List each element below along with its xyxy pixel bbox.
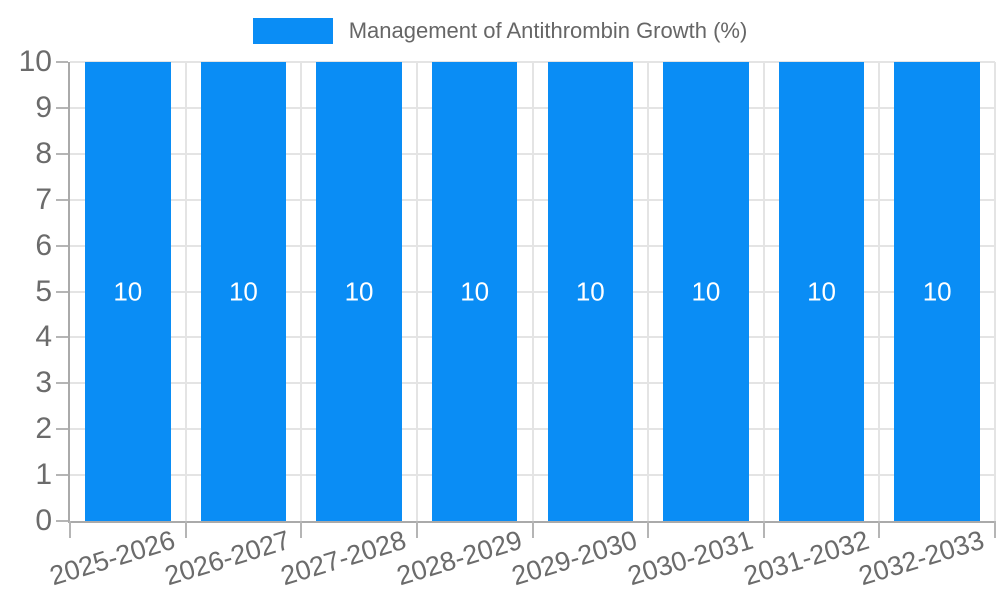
bar-value-label: 10 — [228, 276, 258, 306]
y-tick-label: 6 — [35, 228, 52, 262]
legend-swatch — [252, 18, 333, 44]
x-tick — [878, 521, 881, 538]
x-tick — [647, 521, 650, 538]
v-gridline — [531, 62, 534, 521]
bar-value-label: 10 — [922, 276, 952, 306]
y-tick-label: 0 — [35, 504, 52, 537]
legend-label: Management of Antithrombin Growth (%) — [348, 18, 748, 43]
v-gridline — [300, 62, 303, 521]
chart-legend: Management of Antithrombin Growth (%) — [0, 18, 1000, 44]
bar-value-label: 10 — [691, 276, 721, 306]
y-tick-label: 10 — [18, 45, 52, 78]
bar-value-label: 10 — [575, 276, 605, 306]
x-tick-label: 2029-2030 — [508, 524, 641, 592]
y-tick-label: 2 — [35, 412, 52, 446]
bar: 10 — [894, 62, 980, 521]
v-gridline — [994, 62, 996, 521]
plot-area: 10 10 10 10 10 10 10 10 0 1 2 3 4 5 6 7 8 9 10 2025-2026 202… — [19, 45, 996, 591]
y-tick — [56, 382, 68, 385]
x-tick — [300, 521, 303, 538]
bar-value-label: 10 — [807, 276, 837, 306]
x-tick — [69, 521, 71, 538]
y-tick — [56, 474, 68, 477]
bar-value-label: 10 — [460, 276, 490, 306]
bar-value-label: 10 — [113, 276, 143, 306]
y-tick — [56, 198, 68, 201]
bar: 10 — [778, 62, 865, 521]
bar: 10 — [547, 62, 634, 521]
y-tick — [56, 336, 68, 339]
v-gridline — [878, 62, 881, 521]
x-tick-label: 2026-2027 — [161, 524, 294, 592]
bar: 10 — [316, 62, 402, 521]
y-tick — [56, 428, 68, 431]
bar: 10 — [200, 62, 287, 521]
x-tick — [762, 521, 765, 538]
y-tick — [56, 152, 68, 155]
y-tick-label: 3 — [35, 366, 52, 400]
v-gridline — [415, 62, 418, 521]
y-tick — [56, 244, 68, 247]
x-tick — [415, 521, 418, 538]
y-tick-label: 1 — [35, 458, 52, 492]
x-tick — [994, 521, 996, 538]
y-tick-label: 7 — [35, 182, 52, 216]
x-tick-label: 2031-2032 — [739, 524, 873, 592]
legend-item[interactable]: Management of Antithrombin Growth (%) — [252, 18, 748, 44]
bar: 10 — [431, 62, 518, 521]
x-tick-label: 2028-2029 — [392, 524, 526, 592]
v-gridline — [184, 62, 187, 521]
x-tick-label: 2030-2031 — [624, 524, 757, 592]
bar-value-label: 10 — [344, 276, 374, 306]
bar: 10 — [85, 62, 171, 521]
y-tick-label: 5 — [35, 274, 52, 308]
y-tick-label: 9 — [35, 90, 52, 124]
x-tick-label: 2032-2033 — [855, 524, 988, 592]
y-tick — [56, 520, 68, 522]
x-tick-label: 2027-2028 — [277, 524, 410, 592]
y-axis-line — [68, 62, 70, 521]
x-tick-label: 2025-2026 — [46, 524, 179, 592]
y-tick-label: 8 — [35, 136, 52, 170]
x-tick — [184, 521, 187, 538]
v-gridline — [762, 62, 765, 521]
y-tick — [56, 61, 68, 63]
y-tick-label: 4 — [35, 320, 52, 354]
y-tick — [56, 290, 68, 293]
y-tick — [56, 106, 68, 109]
v-gridline — [647, 62, 650, 521]
bar: 10 — [663, 62, 749, 521]
x-tick — [531, 521, 534, 538]
